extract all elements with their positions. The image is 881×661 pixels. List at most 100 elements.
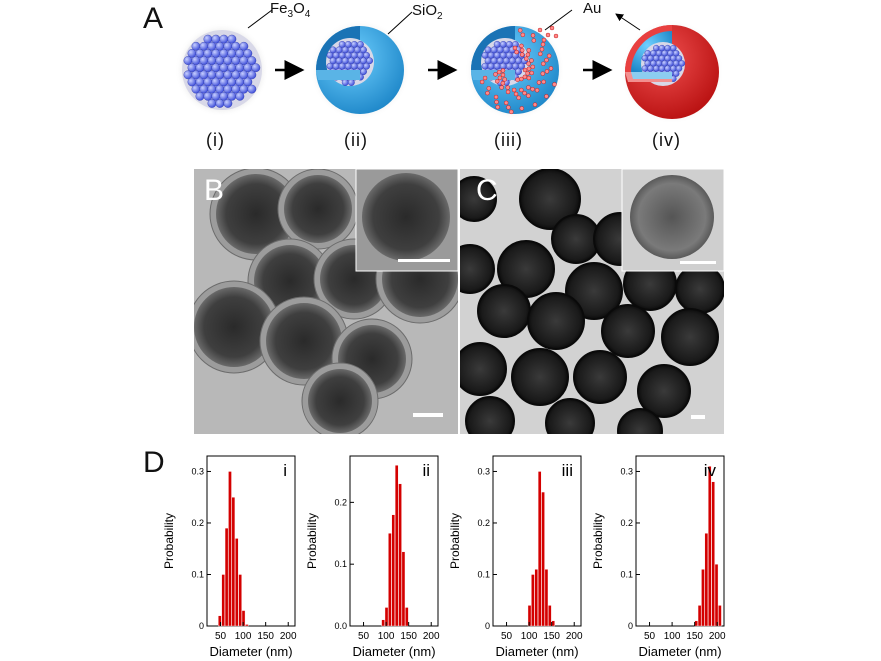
magnetite-nanocrystal bbox=[360, 68, 367, 76]
gold-seed bbox=[544, 57, 549, 63]
gold-seed bbox=[506, 105, 511, 110]
gold-seed bbox=[534, 88, 540, 93]
silica-coated-particle bbox=[310, 20, 410, 120]
gold-seed bbox=[493, 94, 499, 100]
gold-seed bbox=[526, 75, 532, 81]
histogram-tag: iv bbox=[704, 461, 717, 480]
gold-seed bbox=[544, 69, 550, 74]
tem-particle bbox=[511, 348, 569, 406]
gold-seed bbox=[539, 47, 545, 52]
gold-seed bbox=[524, 56, 529, 61]
panel-d-letter: D bbox=[143, 446, 165, 479]
histogram-bar bbox=[708, 466, 712, 627]
y-tick-label: 0 bbox=[199, 621, 204, 631]
gold-seed bbox=[519, 43, 524, 49]
y-axis-label: Probability bbox=[591, 513, 605, 569]
histogram-bar bbox=[711, 481, 715, 627]
histogram-bar bbox=[391, 514, 396, 627]
y-tick-label: 0.1 bbox=[620, 569, 633, 579]
x-tick-label: 50 bbox=[215, 631, 227, 642]
tem-particle bbox=[266, 303, 342, 379]
histogram-bar bbox=[541, 491, 545, 627]
x-tick-label: 100 bbox=[521, 631, 538, 642]
sio2-pointer bbox=[387, 11, 413, 35]
gold-seed bbox=[552, 82, 557, 87]
magnetite-nanocrystal bbox=[357, 41, 364, 48]
tem-particle bbox=[465, 396, 515, 434]
x-tick-label: 50 bbox=[358, 631, 370, 642]
histogram-ii: 50 100 150 200 0.0 0.1 0.2 ii Diameter (nm) Proba… bbox=[305, 455, 440, 659]
step-label-ii: (ii) bbox=[344, 130, 368, 150]
histogram-bar bbox=[245, 624, 249, 627]
tem-particle bbox=[661, 308, 719, 366]
x-tick-label: 100 bbox=[664, 631, 681, 642]
gold-seed bbox=[538, 51, 543, 57]
x-tick-label: 150 bbox=[400, 631, 417, 642]
tem-particle bbox=[675, 264, 724, 314]
gold-seed bbox=[546, 53, 552, 59]
gold-seed bbox=[519, 48, 525, 53]
histogram-bar bbox=[228, 471, 232, 627]
tem-micrograph-b bbox=[194, 169, 458, 434]
histogram-bar bbox=[221, 574, 225, 627]
x-tick-label: 200 bbox=[709, 631, 726, 642]
tem-particle bbox=[551, 214, 601, 264]
histogram-bar bbox=[544, 569, 549, 627]
x-tick-label: 100 bbox=[378, 631, 395, 642]
magnetite-nanocrystal bbox=[366, 57, 373, 65]
gold-seed bbox=[493, 72, 498, 77]
gold-seed bbox=[500, 81, 506, 86]
gold-seed bbox=[505, 85, 510, 90]
magnetite-nanocrystal bbox=[247, 56, 257, 65]
panel-b-letter: B bbox=[204, 174, 225, 207]
tem-particle bbox=[308, 369, 372, 433]
histogram-bar bbox=[714, 563, 719, 627]
gold-seed bbox=[495, 79, 500, 84]
y-tick-label: 0.3 bbox=[477, 466, 490, 476]
tem-particle bbox=[527, 292, 585, 350]
histogram-bar bbox=[718, 605, 722, 627]
gold-seed bbox=[512, 45, 518, 51]
gold-seed bbox=[519, 76, 524, 82]
gold-shell-particle bbox=[620, 20, 724, 124]
tem-image-c bbox=[460, 169, 724, 434]
histogram-iv: 50 100 150 200 0 0.1 0.2 0.3 iv Diameter (nm) Prob… bbox=[591, 455, 726, 659]
gold-seed bbox=[526, 61, 531, 66]
histogram-panel: 50 100 150 200 0 0.1 0.2 0.3 i Diameter (nm) Proba… bbox=[162, 455, 726, 659]
gold-seed bbox=[530, 64, 535, 70]
gold-seed bbox=[494, 99, 499, 105]
x-axis-label: Diameter (nm) bbox=[638, 644, 721, 659]
y-tick-label: 0.1 bbox=[334, 559, 347, 569]
magnetite-nanocrystal bbox=[515, 68, 522, 76]
gold-seed bbox=[516, 95, 521, 101]
gold-seed bbox=[541, 61, 546, 66]
magnetite-nanocrystal bbox=[518, 62, 525, 70]
gold-seed bbox=[553, 33, 559, 39]
gold-seed bbox=[526, 66, 532, 72]
x-axis-label: Diameter (nm) bbox=[352, 644, 435, 659]
gold-seed bbox=[544, 94, 549, 99]
plot-frame bbox=[206, 455, 296, 627]
gold-seed bbox=[522, 90, 527, 96]
au-seed-pointer bbox=[544, 9, 573, 31]
step-label-iv: (iv) bbox=[652, 130, 681, 150]
y-tick-label: 0.2 bbox=[334, 497, 347, 507]
gold-seed bbox=[520, 32, 526, 38]
histogram-tag: i bbox=[283, 461, 287, 480]
histogram-bar bbox=[537, 471, 542, 627]
x-tick-label: 100 bbox=[235, 631, 252, 642]
histogram-iii: 50 100 150 200 0 0.1 0.2 0.3 iii Diameter (nm) Pro… bbox=[448, 455, 583, 659]
gold-seed bbox=[522, 67, 528, 73]
histogram-bar bbox=[231, 497, 236, 627]
x-tick-label: 50 bbox=[644, 631, 656, 642]
magnetite-nanocrystal bbox=[239, 41, 249, 51]
histogram-bar bbox=[697, 605, 702, 627]
gold-seed bbox=[526, 48, 532, 53]
magnetite-nanocrystal bbox=[673, 70, 680, 77]
gold-seed bbox=[519, 106, 525, 111]
gold-seed bbox=[502, 77, 507, 82]
histogram-bar bbox=[531, 574, 535, 627]
magnetite-nanocrystal bbox=[360, 46, 367, 54]
magnetite-nanocrystal bbox=[670, 44, 677, 52]
gold-seed bbox=[548, 66, 554, 71]
